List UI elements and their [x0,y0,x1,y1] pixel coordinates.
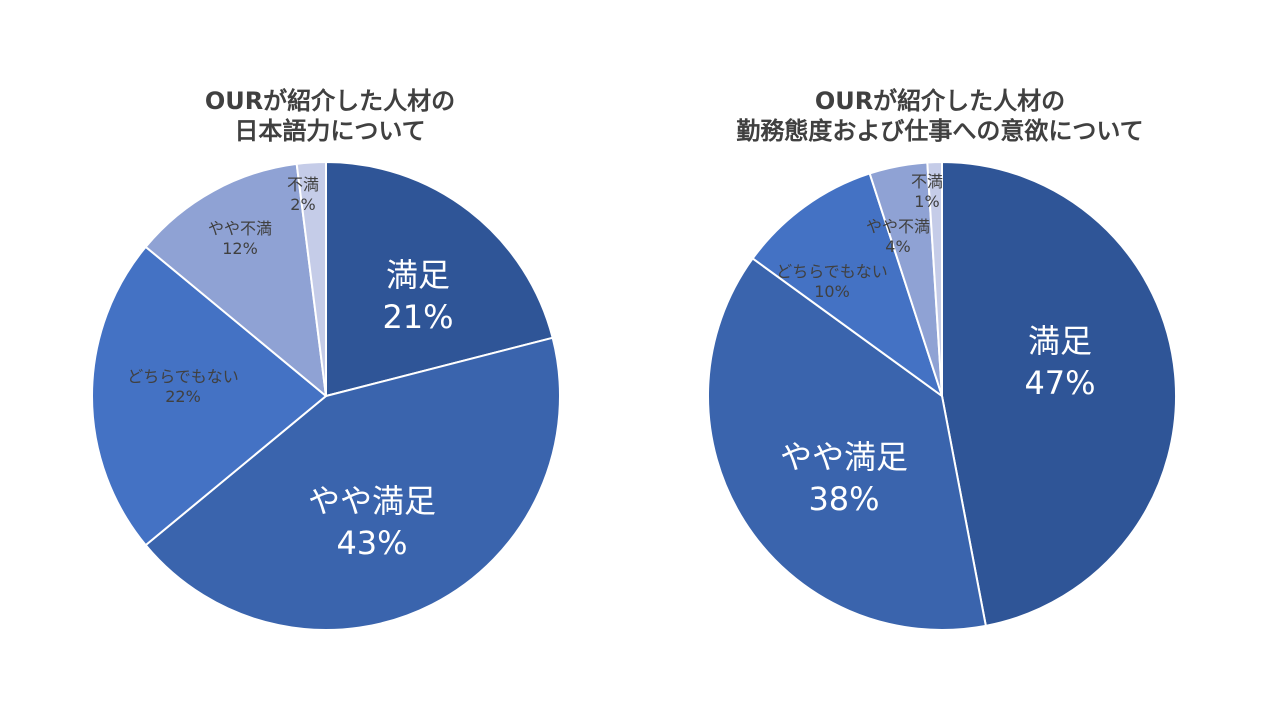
slice-category-label: どちらでもない [127,367,239,386]
pie-slice-1 [325,161,554,397]
chart-title-line: 日本語力について [234,117,426,145]
slice-percent-label: 47% [1024,364,1095,402]
pie-slice-2 [144,336,561,631]
slice-percent-label: 12% [222,239,258,258]
pie-slice-4 [144,162,327,397]
pie-slice-5 [295,161,327,397]
slice-category-label: やや満足 [308,482,436,520]
slice-category-label: 不満 [911,172,943,191]
slice-percent-label: 22% [165,387,201,406]
slice-percent-label: 43% [336,524,407,562]
chart-title-language: OURが紹介した人材の 日本語力について [120,86,540,146]
slice-category-label: 満足 [386,256,450,294]
slice-category-label: やや不満 [208,219,272,238]
slice-percent-label: 10% [814,282,850,301]
pie-slice-3 [751,172,943,397]
chart-title-attitude: OURが紹介した人材の 勤務態度および仕事への意欲について [720,86,1160,146]
chart-title-line: 勤務態度および仕事への意欲について [736,117,1144,145]
slice-percent-label: 4% [885,237,910,256]
chart-title-line: OURが紹介した人材の [204,87,456,115]
pie-slice-1 [941,161,1178,627]
slice-percent-label: 21% [382,298,453,336]
slice-category-label: やや満足 [780,438,908,476]
slice-category-label: 不満 [287,175,319,194]
pie-slice-3 [90,245,327,547]
slice-percent-label: 1% [914,192,939,211]
chart-title-line: OURが紹介した人材の [814,87,1066,115]
slice-percent-label: 38% [808,480,879,518]
slice-percent-label: 2% [290,195,315,214]
slice-category-label: やや不満 [866,217,930,236]
pie-slice-2 [707,257,987,631]
slice-category-label: 満足 [1028,322,1092,360]
slice-category-label: どちらでもない [776,262,888,281]
pie-slice-5 [926,160,943,397]
